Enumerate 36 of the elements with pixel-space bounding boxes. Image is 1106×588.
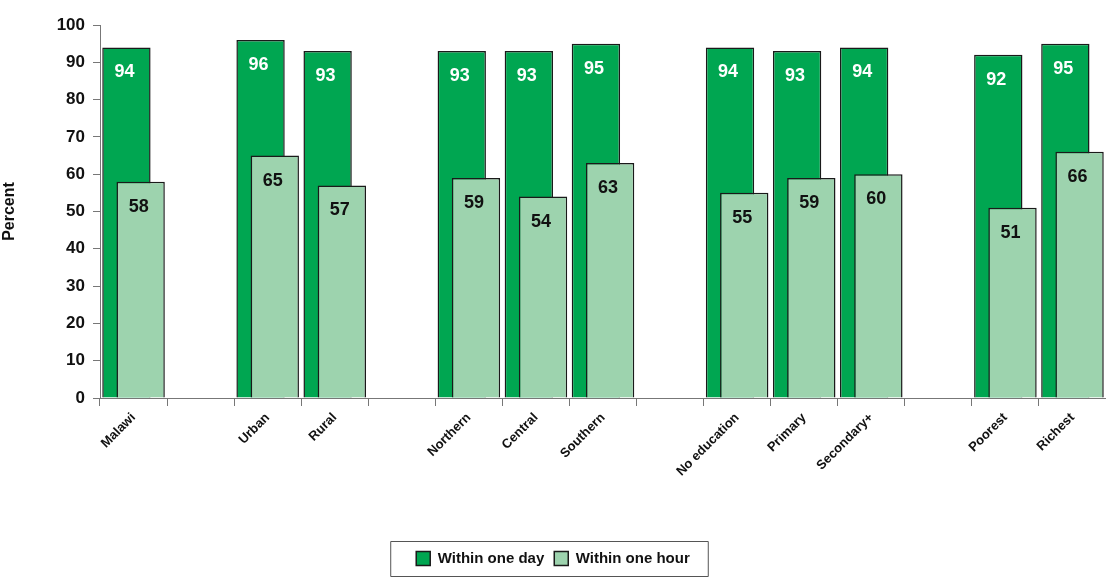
data-label: 65 (262, 169, 283, 190)
data-label: 92 (986, 68, 1007, 89)
data-label: 55 (732, 206, 753, 227)
y-axis-title: Percent (0, 181, 18, 241)
legend-label: Within one day (437, 548, 545, 566)
data-label: 58 (128, 195, 149, 216)
data-label: 93 (449, 65, 470, 86)
data-label: 93 (516, 65, 537, 86)
y-tick-label: 50 (66, 201, 85, 221)
data-label: 51 (1000, 221, 1021, 242)
y-tick-label: 70 (66, 126, 85, 146)
data-label: 94 (718, 61, 739, 82)
y-tick-label: 0 (75, 387, 85, 407)
data-label: 94 (852, 61, 873, 82)
data-label: 94 (114, 61, 135, 82)
data-label: 59 (463, 191, 484, 212)
data-label: 93 (315, 65, 336, 86)
y-tick-label: 60 (66, 163, 85, 183)
y-tick-label: 40 (66, 238, 85, 258)
data-label: 66 (1067, 165, 1088, 186)
data-label: 57 (329, 199, 350, 220)
y-tick-label: 100 (56, 14, 85, 34)
legend-label: Within one hour (575, 548, 690, 566)
data-label: 60 (866, 188, 887, 209)
data-label: 95 (1053, 57, 1074, 78)
data-label: 95 (583, 57, 604, 78)
data-label: 54 (531, 210, 552, 231)
y-tick-label: 20 (66, 313, 85, 333)
y-tick-label: 80 (66, 89, 85, 109)
data-label: 59 (799, 191, 820, 212)
y-tick-label: 10 (66, 350, 85, 370)
data-label: 63 (598, 176, 619, 197)
y-tick-label: 90 (66, 51, 85, 71)
data-label: 96 (248, 53, 269, 74)
data-label: 93 (785, 65, 806, 86)
y-tick-label: 30 (66, 275, 85, 295)
